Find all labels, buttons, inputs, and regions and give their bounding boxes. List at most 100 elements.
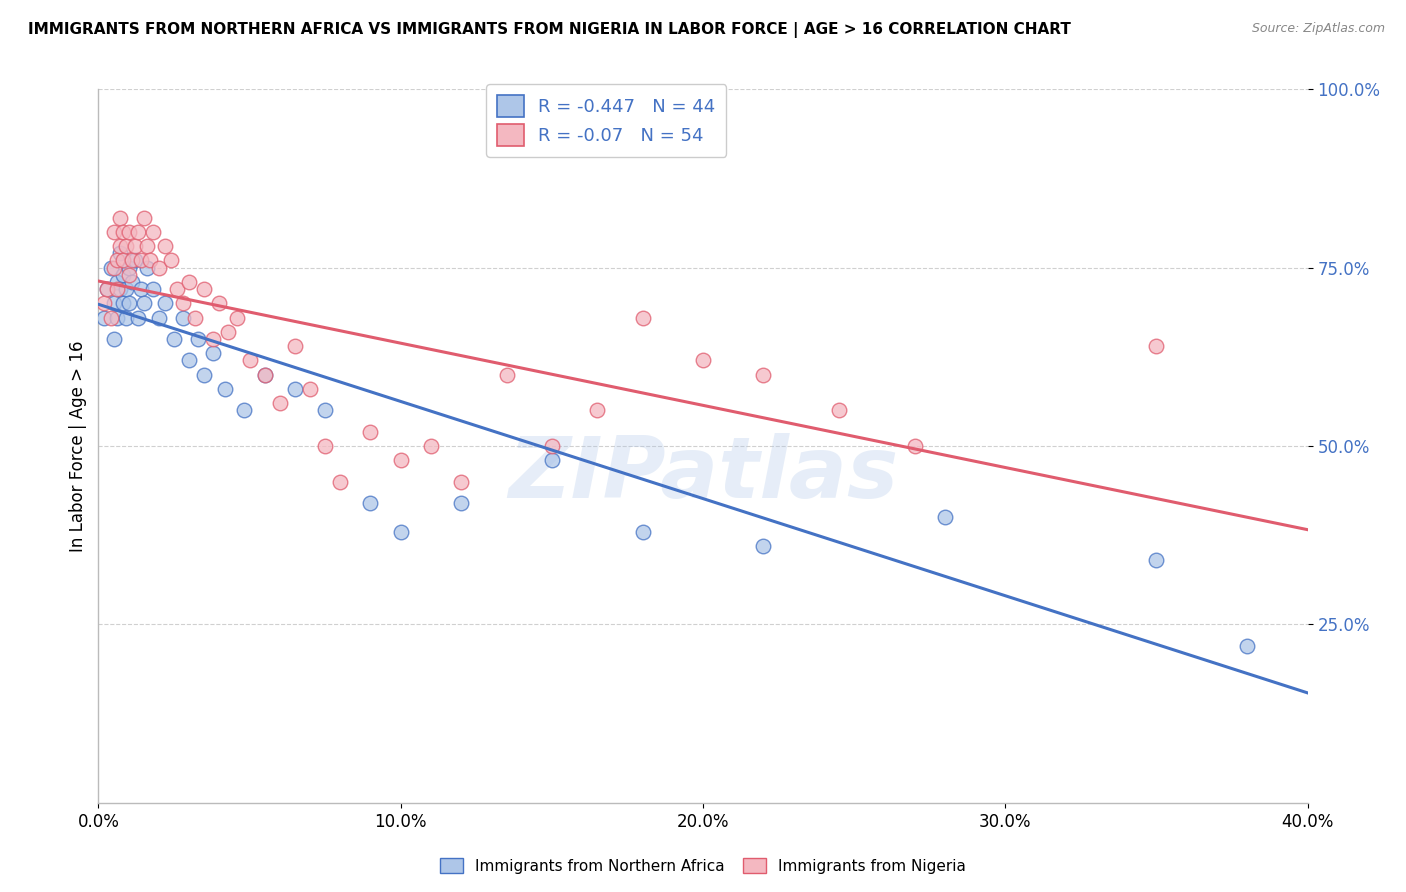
Point xyxy=(103,296,125,310)
Point xyxy=(153,296,176,310)
Point xyxy=(111,225,134,239)
Point xyxy=(631,310,654,325)
Point xyxy=(148,310,170,325)
Point xyxy=(127,310,149,325)
Legend: Immigrants from Northern Africa, Immigrants from Nigeria: Immigrants from Northern Africa, Immigra… xyxy=(434,852,972,880)
Point xyxy=(111,253,134,268)
Point xyxy=(96,282,118,296)
Point xyxy=(217,325,239,339)
Point xyxy=(108,282,131,296)
Point xyxy=(108,211,131,225)
Point xyxy=(166,282,188,296)
Point xyxy=(239,353,262,368)
Point xyxy=(329,475,352,489)
Point xyxy=(121,253,143,268)
Point xyxy=(904,439,927,453)
Point xyxy=(187,332,209,346)
Point xyxy=(139,253,162,268)
Text: Source: ZipAtlas.com: Source: ZipAtlas.com xyxy=(1251,22,1385,36)
Point xyxy=(1236,639,1258,653)
Point xyxy=(360,496,382,510)
Point xyxy=(269,396,291,410)
Point xyxy=(103,260,125,275)
Point xyxy=(179,353,201,368)
Point xyxy=(540,439,562,453)
Point xyxy=(132,296,155,310)
Point xyxy=(111,268,134,282)
Point xyxy=(540,453,562,467)
Point xyxy=(420,439,443,453)
Point xyxy=(299,382,322,396)
Point xyxy=(153,239,176,253)
Point xyxy=(692,353,714,368)
Point xyxy=(284,382,307,396)
Point xyxy=(450,475,472,489)
Point xyxy=(124,253,146,268)
Point xyxy=(314,403,336,417)
Point xyxy=(752,368,775,382)
Point xyxy=(135,260,157,275)
Point xyxy=(105,275,128,289)
Point xyxy=(121,275,143,289)
Point xyxy=(135,239,157,253)
Point xyxy=(108,246,131,260)
Point xyxy=(214,382,236,396)
Point xyxy=(172,310,194,325)
Point xyxy=(148,260,170,275)
Text: IMMIGRANTS FROM NORTHERN AFRICA VS IMMIGRANTS FROM NIGERIA IN LABOR FORCE | AGE : IMMIGRANTS FROM NORTHERN AFRICA VS IMMIG… xyxy=(28,22,1071,38)
Point xyxy=(631,524,654,539)
Point xyxy=(124,239,146,253)
Point xyxy=(184,310,207,325)
Point xyxy=(129,282,152,296)
Legend: R = -0.447   N = 44, R = -0.07   N = 54: R = -0.447 N = 44, R = -0.07 N = 54 xyxy=(486,84,727,157)
Point xyxy=(103,225,125,239)
Point xyxy=(142,225,165,239)
Point xyxy=(450,496,472,510)
Point xyxy=(105,282,128,296)
Point xyxy=(118,268,141,282)
Point xyxy=(752,539,775,553)
Point xyxy=(934,510,956,524)
Point xyxy=(202,332,225,346)
Point xyxy=(93,310,115,325)
Point xyxy=(389,524,412,539)
Point xyxy=(114,310,136,325)
Point xyxy=(114,282,136,296)
Point xyxy=(360,425,382,439)
Point xyxy=(93,296,115,310)
Point xyxy=(105,310,128,325)
Point xyxy=(142,282,165,296)
Text: ZIPatlas: ZIPatlas xyxy=(508,433,898,516)
Point xyxy=(179,275,201,289)
Point xyxy=(114,239,136,253)
Point xyxy=(193,282,215,296)
Point xyxy=(118,260,141,275)
Y-axis label: In Labor Force | Age > 16: In Labor Force | Age > 16 xyxy=(69,340,87,552)
Point xyxy=(284,339,307,353)
Point xyxy=(314,439,336,453)
Point xyxy=(118,296,141,310)
Point xyxy=(172,296,194,310)
Point xyxy=(100,310,122,325)
Point xyxy=(389,453,412,467)
Point xyxy=(103,332,125,346)
Point xyxy=(118,225,141,239)
Point xyxy=(1144,553,1167,567)
Point xyxy=(132,211,155,225)
Point xyxy=(105,253,128,268)
Point xyxy=(111,296,134,310)
Point xyxy=(495,368,517,382)
Point xyxy=(108,239,131,253)
Point xyxy=(253,368,276,382)
Point xyxy=(586,403,609,417)
Point xyxy=(208,296,231,310)
Point xyxy=(253,368,276,382)
Point xyxy=(100,260,122,275)
Point xyxy=(160,253,183,268)
Point xyxy=(129,253,152,268)
Point xyxy=(96,282,118,296)
Point xyxy=(163,332,186,346)
Point xyxy=(226,310,249,325)
Point xyxy=(127,225,149,239)
Point xyxy=(828,403,851,417)
